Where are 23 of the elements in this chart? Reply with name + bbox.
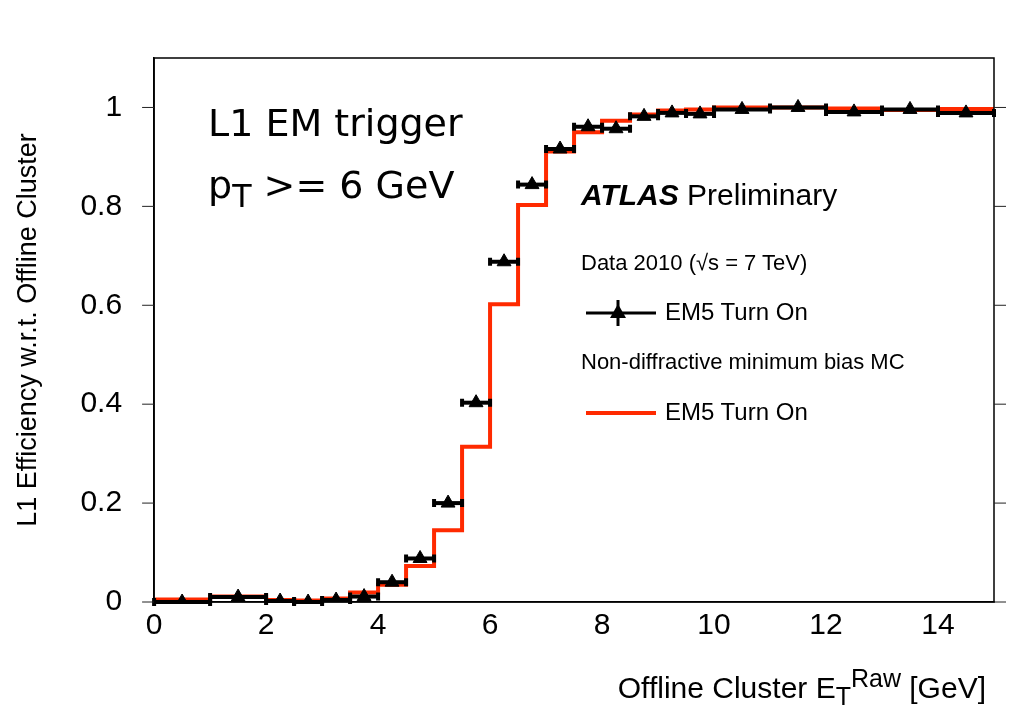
x-axis-title: Offline Cluster E$_{T}$$^{Raw}$ [GeV] [617, 664, 986, 711]
legend-label: EM5 Turn On [665, 298, 808, 325]
y-axis-title: L1 Efficiency w.r.t. Offline Cluster [11, 133, 42, 527]
annotation: p$_{T}$ >= 6 GeV [208, 163, 455, 214]
annotation: L1 EM trigger [208, 101, 463, 145]
y-tick-label: 1 [105, 88, 123, 122]
y-tick-label: 0.6 [80, 286, 123, 320]
x-tick-label: 6 [481, 607, 499, 641]
x-tick-label: 0 [145, 607, 163, 641]
y-tick-label: 0.4 [80, 385, 123, 419]
y-tick-label: 0 [105, 583, 123, 617]
y-tick-label: 0.2 [80, 484, 123, 518]
x-tick-label: 2 [257, 607, 275, 641]
x-tick-label: 10 [697, 607, 731, 641]
x-tick-label: 8 [593, 607, 611, 641]
x-tick-label: 12 [809, 607, 843, 641]
annotation: ATLAS Preliminary [581, 178, 838, 211]
x-tick-label: 4 [369, 607, 387, 641]
y-tick-label: 0.8 [80, 187, 123, 221]
x-tick-label: 14 [921, 607, 955, 641]
legend-label: EM5 Turn On [665, 398, 808, 425]
annotation: Data 2010 (√s = 7 TeV) [581, 250, 808, 275]
annotation: Non-diffractive minimum bias MC [581, 349, 905, 374]
